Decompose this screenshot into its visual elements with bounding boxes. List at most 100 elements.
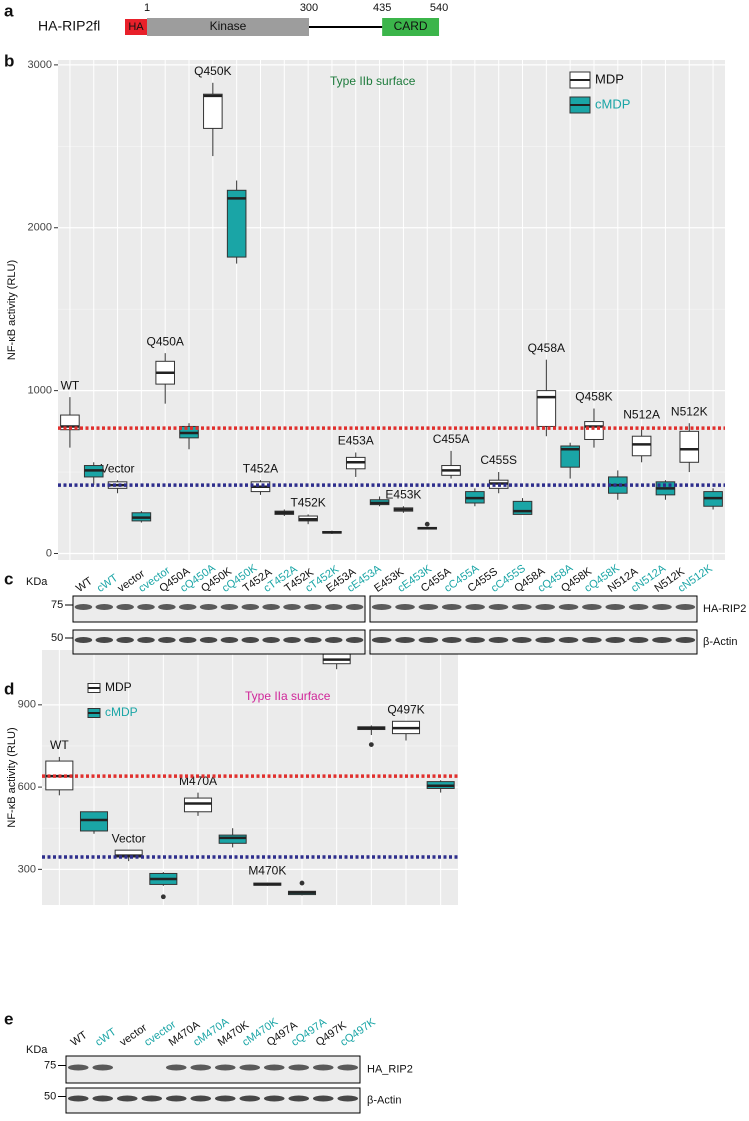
blot-band [605, 637, 626, 643]
blot-band [214, 1095, 236, 1102]
category-label: C455A [433, 432, 470, 446]
lane-label: WT [74, 575, 95, 595]
blot-band [441, 637, 462, 643]
panel-letter: d [4, 679, 14, 698]
panel-letter: a [4, 1, 14, 20]
blot-band [324, 604, 343, 610]
blot-band [582, 604, 602, 610]
category-label: T452K [290, 496, 325, 510]
blot-band [141, 1095, 163, 1102]
blot-band [158, 637, 176, 643]
blot-band [283, 604, 301, 610]
blot-band [239, 1064, 261, 1071]
box [183, 797, 213, 813]
box [114, 849, 143, 858]
blot-band [345, 637, 364, 643]
blot-band [395, 637, 415, 643]
box [79, 811, 109, 832]
blot-band [67, 1095, 89, 1102]
blot-band [116, 604, 134, 610]
legend-label: cMDP [105, 705, 138, 719]
blot-band [67, 1064, 89, 1071]
y-tick-label: 600 [18, 781, 36, 793]
category-label: T452A [243, 461, 278, 475]
blot-band [558, 604, 579, 610]
ha-tag-label: HA [128, 21, 144, 33]
marker-size: 50 [51, 632, 63, 644]
lane-label: WT [69, 1029, 90, 1049]
lane-label: vector [118, 1022, 150, 1049]
blot-band [283, 637, 301, 643]
y-tick-label: 1000 [28, 385, 52, 397]
box [512, 500, 533, 515]
y-tick-label: 300 [18, 863, 36, 875]
blot-strip [72, 629, 366, 655]
blot-band [512, 637, 532, 643]
blot-row-label: HA_RIP2 [367, 1063, 413, 1075]
y-tick-label: 900 [18, 699, 36, 711]
outlier [368, 742, 374, 747]
blot-band [324, 637, 343, 643]
category-label: E453A [338, 434, 374, 448]
blot-band [220, 604, 239, 610]
blot-strip [369, 629, 698, 655]
domain-end: 540 [430, 2, 448, 14]
blot-band [628, 637, 649, 643]
legend-label: MDP [105, 680, 132, 694]
kda-label: KDa [26, 576, 48, 588]
blot-band [239, 1095, 261, 1102]
panel-letter: c [4, 569, 13, 588]
marker-size: 75 [44, 1059, 56, 1071]
blot-band [241, 604, 260, 610]
blot-band [582, 637, 602, 643]
blot-band [262, 637, 280, 643]
blot-band [116, 1095, 138, 1102]
blot-strip [65, 1087, 361, 1114]
category-label: Q458A [528, 341, 565, 355]
lane-label: cWT [93, 1026, 119, 1049]
blot-band [214, 1064, 236, 1071]
box [203, 93, 223, 129]
domain-start: 1 [144, 2, 150, 14]
box [584, 421, 604, 440]
ha-tag-box [125, 19, 147, 35]
blot-band [190, 1095, 212, 1102]
kda-label: KDa [26, 1044, 48, 1056]
blot-band [263, 1064, 285, 1071]
construct-name: HA-RIP2fl [38, 18, 100, 34]
y-axis-title: NF-κB activity (RLU) [6, 727, 18, 827]
blot-row-label: β-Actin [703, 636, 737, 648]
blot-band [652, 637, 672, 643]
category-label: C455S [480, 453, 517, 467]
blot-band [137, 604, 155, 610]
domain-end: 300 [300, 2, 318, 14]
domain-label: CARD [394, 19, 428, 33]
marker-size: 50 [44, 1090, 56, 1102]
box [560, 445, 580, 468]
blot-band [488, 637, 509, 643]
blot-band [165, 1064, 187, 1071]
blot-band [465, 637, 485, 643]
panel-letter: e [4, 1009, 13, 1028]
category-label: Q497K [387, 702, 424, 716]
blot-band [652, 604, 672, 610]
blot-band [220, 637, 239, 643]
blot-band [418, 637, 439, 643]
blot-band [395, 604, 415, 610]
box [679, 430, 700, 463]
category-label: WT [61, 378, 80, 392]
blot-band [190, 1064, 212, 1071]
blot-band [288, 1095, 310, 1102]
category-label: Vector [112, 831, 146, 845]
category-label: Vector [101, 461, 135, 475]
outlier [424, 521, 430, 527]
y-tick-label: 2000 [28, 222, 52, 234]
category-label: M470K [248, 864, 286, 878]
blot-band [558, 637, 579, 643]
blot-band [137, 637, 155, 643]
blot-band [605, 604, 626, 610]
blot-band [288, 1064, 310, 1071]
blot-band [465, 604, 485, 610]
blot-band [371, 604, 392, 610]
blot-band [116, 637, 134, 643]
